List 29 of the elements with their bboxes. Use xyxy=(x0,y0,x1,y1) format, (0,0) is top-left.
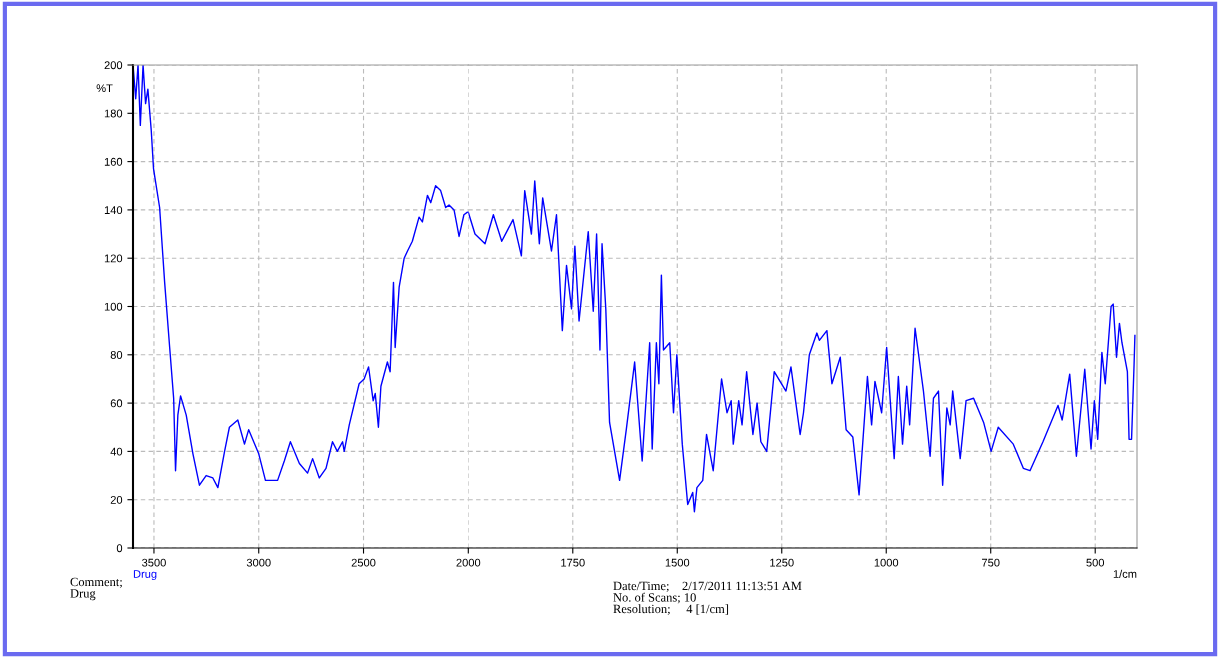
y-tick-label: 120 xyxy=(104,254,123,263)
y-tick-label: 20 xyxy=(110,495,123,504)
y-tick-label: 100 xyxy=(104,302,123,311)
y-axis-title: %T xyxy=(96,84,113,93)
x-tick-label: 1500 xyxy=(665,558,690,567)
y-tick-label: 200 xyxy=(104,61,123,70)
x-tick-label: 500 xyxy=(1086,558,1105,567)
x-tick-label: 1750 xyxy=(561,558,585,567)
x-tick-label: 2500 xyxy=(351,558,376,567)
y-tick-label: 180 xyxy=(104,109,123,118)
x-axis-title: 1/cm xyxy=(1113,569,1137,578)
text: No. of Scans; 10 xyxy=(613,592,696,604)
y-tick-label: 0 xyxy=(116,544,123,553)
text: Resolution; 4 [1/cm] xyxy=(613,604,729,615)
y-tick-label: 60 xyxy=(110,399,123,408)
y-tick-label: 40 xyxy=(110,447,123,456)
text: Date/Time; 2/17/2011 11:13:51 AM xyxy=(613,581,802,592)
text: Drug xyxy=(133,570,157,581)
y-tick-label: 80 xyxy=(110,351,123,359)
x-tick-label: 1000 xyxy=(874,558,899,567)
x-tick-label: 3500 xyxy=(142,558,166,567)
x-tick-label: 2000 xyxy=(456,558,481,567)
x-tick-label: 750 xyxy=(982,558,1000,567)
x-tick-label: 1250 xyxy=(770,558,794,567)
x-tick-label: 3000 xyxy=(246,558,271,567)
y-tick-label: 160 xyxy=(104,157,123,166)
text: Comment; xyxy=(70,577,122,588)
y-tick-label: 140 xyxy=(104,206,123,215)
text: Drug xyxy=(70,589,96,601)
